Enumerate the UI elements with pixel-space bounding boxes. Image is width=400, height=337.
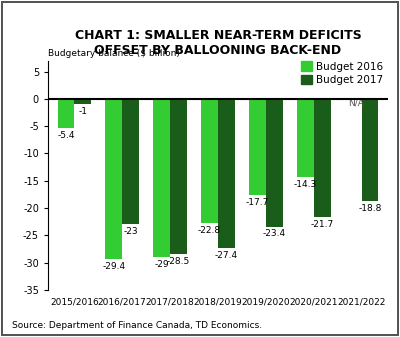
Text: -18.8: -18.8: [358, 204, 382, 213]
Text: -17.7: -17.7: [246, 198, 269, 207]
Bar: [249, 99, 266, 195]
Text: -22.8: -22.8: [198, 226, 221, 235]
Text: Source: Department of Finance Canada, TD Economics.: Source: Department of Finance Canada, TD…: [12, 320, 262, 330]
Text: -29.4: -29.4: [102, 262, 126, 271]
Text: -27.4: -27.4: [215, 251, 238, 260]
Text: -23.4: -23.4: [263, 229, 286, 238]
Text: -21.7: -21.7: [310, 220, 334, 229]
Legend: Budget 2016, Budget 2017: Budget 2016, Budget 2017: [301, 61, 383, 85]
Text: -28.5: -28.5: [167, 257, 190, 266]
Bar: [122, 99, 139, 224]
Text: -23: -23: [123, 227, 138, 236]
Text: -14.3: -14.3: [294, 180, 317, 189]
Bar: [297, 99, 314, 177]
Bar: [170, 99, 187, 254]
Text: -1: -1: [78, 107, 87, 116]
Bar: [314, 99, 330, 217]
Text: -5.4: -5.4: [57, 131, 75, 140]
Text: -29: -29: [154, 260, 169, 269]
Text: Budgetary balance ($ billion): Budgetary balance ($ billion): [48, 49, 180, 58]
Bar: [266, 99, 283, 226]
Bar: [58, 99, 74, 128]
Bar: [201, 99, 218, 223]
Text: N/A: N/A: [348, 98, 364, 107]
Bar: [362, 99, 378, 202]
Bar: [106, 99, 122, 259]
Bar: [74, 99, 91, 104]
Title: CHART 1: SMALLER NEAR-TERM DEFICITS
OFFSET BY BALLOONING BACK-END: CHART 1: SMALLER NEAR-TERM DEFICITS OFFS…: [75, 29, 361, 57]
Bar: [153, 99, 170, 257]
Bar: [218, 99, 235, 248]
